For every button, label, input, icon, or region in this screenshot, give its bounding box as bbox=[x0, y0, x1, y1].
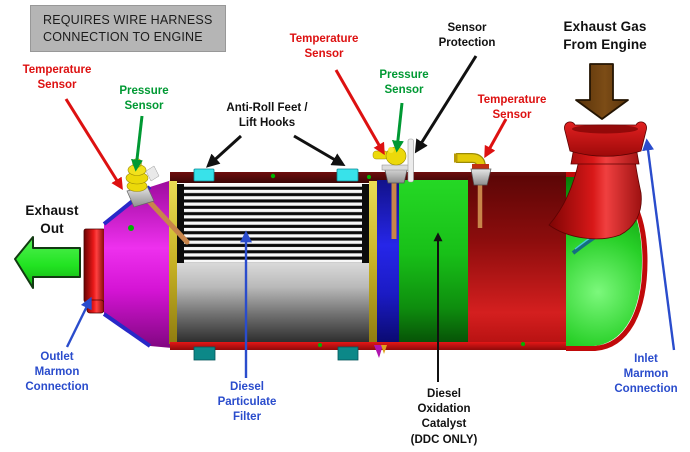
body-shell-red bbox=[468, 176, 566, 343]
mount-foot-left bbox=[193, 346, 216, 361]
exhaust-in-arrow bbox=[575, 63, 629, 120]
leader-temp-mid bbox=[334, 69, 385, 156]
wire-harness-note: REQUIRES WIRE HARNESS CONNECTION TO ENGI… bbox=[30, 5, 226, 52]
exhaust-out-arrow bbox=[14, 236, 81, 289]
lift-hooks bbox=[193, 168, 359, 182]
leader-pressure-mid bbox=[391, 102, 404, 153]
leader-temp-outlet bbox=[64, 98, 123, 191]
leader-outlet-marmon bbox=[65, 296, 92, 348]
leader-sensor-protection bbox=[414, 55, 478, 154]
leader-arrows bbox=[64, 55, 676, 382]
leader-inlet-marmon bbox=[642, 138, 676, 351]
mounting-feet bbox=[193, 346, 359, 361]
leader-antiroll-left bbox=[205, 134, 243, 168]
doc-section bbox=[399, 180, 468, 343]
outlet-marmon-ring bbox=[83, 228, 106, 314]
lift-hook-left bbox=[193, 168, 215, 182]
leader-pressure-outlet bbox=[131, 115, 144, 172]
inlet-funnel bbox=[548, 121, 647, 240]
dpf-shell bbox=[177, 263, 369, 343]
gasket-band-left bbox=[169, 181, 177, 344]
leader-antiroll-right bbox=[293, 134, 346, 167]
sensor-protection-rod bbox=[407, 138, 414, 183]
gasket-band-right bbox=[369, 181, 377, 344]
dpf-housing bbox=[169, 181, 377, 344]
temp-probe bbox=[143, 195, 190, 245]
lift-hook-right bbox=[336, 168, 359, 182]
inlet-marmon-rim bbox=[564, 121, 647, 157]
body-bottom-rim bbox=[170, 342, 570, 350]
dpf-filter-stripes bbox=[177, 184, 369, 263]
sensor-assembly-inlet bbox=[454, 153, 492, 228]
leader-temp-inlet bbox=[484, 118, 508, 159]
mount-foot-right bbox=[337, 346, 359, 361]
fitting-details bbox=[270, 173, 525, 358]
